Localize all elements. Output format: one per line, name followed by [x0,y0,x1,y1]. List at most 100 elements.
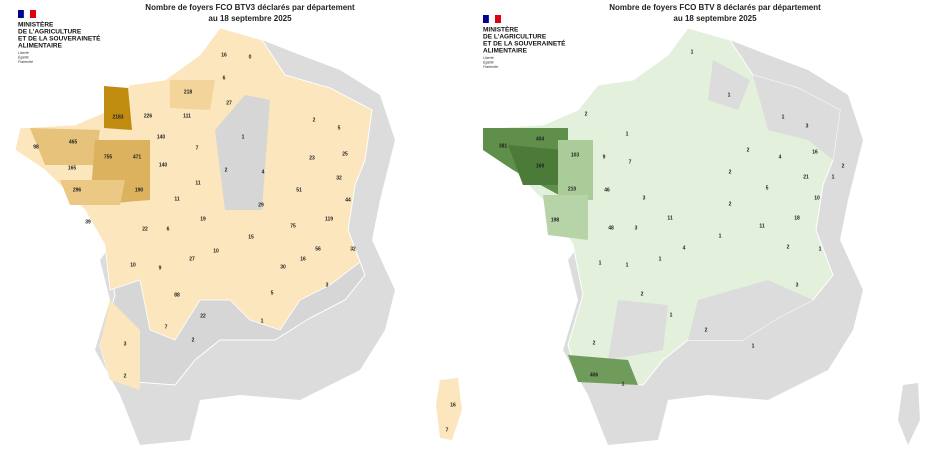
department-count: 4 [683,245,686,251]
department-count: 1 [261,318,264,324]
department-count: 1 [626,131,629,137]
map-title: au 18 septembre 2025 [673,14,757,23]
department-count: 3 [635,225,638,231]
department-count: 10 [213,248,219,254]
flag-white [23,9,31,19]
department-count: 755 [104,154,113,160]
department-count: 1 [752,343,755,349]
department-count: 406 [590,372,599,378]
department-count: 7 [196,145,199,151]
department-count: 2 [729,201,732,207]
department-count: 2 [729,169,732,175]
department-count: 198 [551,217,560,223]
department-count: 1 [626,262,629,268]
department-count: 32 [336,175,342,181]
flag-red [495,15,501,23]
logo-text: ET DE LA SOUVERAINETÉ [483,39,566,48]
department-count: 1 [782,114,785,120]
logo-motto: Liberté [483,56,494,60]
flag-blue [483,15,489,23]
department-count: 165 [68,165,77,171]
department-count: 10 [130,262,136,268]
department-count: 1 [691,49,694,55]
department-count: 471 [133,154,142,160]
department-count: 51 [296,187,302,193]
department-count: 1 [670,312,673,318]
department-count: 16 [450,402,456,408]
map-title: Nombre de foyers FCO BTV 8 déclarés par … [609,3,821,12]
logo-motto: Égalité [18,54,29,59]
department-count: 39 [85,219,91,225]
department-count: 2 [705,327,708,333]
department-count: 1 [728,92,731,98]
department-count: 226 [144,113,153,119]
department-count: 98 [33,144,39,150]
department-count: 25 [342,151,348,157]
department-count: 2 [787,244,790,250]
department-count: 9 [603,154,606,160]
department-count: 2 [747,147,750,153]
department-count: 2 [225,167,228,173]
department-count: 3 [124,341,127,347]
department-count: 0 [249,54,252,60]
department-count: 119 [325,216,333,222]
department-count: 23 [309,155,315,161]
department-count: 4 [779,154,782,160]
department-count: 103 [571,152,580,158]
department-count: 56 [315,246,321,252]
department-count: 16 [221,52,227,58]
department-count: 75 [290,223,296,229]
map-left [14,27,462,445]
department-count: 1 [819,246,822,252]
department-count: 3 [796,282,799,288]
department-count: 1 [659,256,662,262]
department-count: 6 [167,226,170,232]
logo-text: ALIMENTAIRE [18,43,63,50]
department-count: 2 [192,337,195,343]
department-count: 2 [313,117,316,123]
department-count: 22 [142,226,148,232]
department-count: 7 [446,427,449,433]
department-count: 1 [719,233,722,239]
logo-text: MINISTÈRE [483,25,519,34]
logo-text: MINISTÈRE [18,20,54,29]
department-count: 27 [226,100,232,106]
logo-text: DE L'AGRICULTURE [483,34,547,41]
department-count: 30 [280,264,286,270]
map-right [482,27,920,445]
department-count: 140 [157,134,166,140]
department-count: 19 [200,216,206,222]
flag-white [488,14,496,24]
department-count: 3 [806,123,809,129]
department-count: 210 [568,186,577,192]
department-count: 4 [262,169,265,175]
department-count: 140 [159,162,168,168]
logo-motto: Fraternité [483,65,498,69]
department-count: 1 [599,260,602,266]
department-count: 18 [794,215,800,221]
department-count: 3 [643,195,646,201]
department-count: 2 [124,373,127,379]
department-count: 465 [69,139,78,145]
department-count: 3 [326,282,329,288]
flag-red [30,10,36,18]
corsica [898,383,920,445]
department-count: 46 [604,187,610,193]
department-count: 296 [73,187,82,193]
department-count: 1 [622,381,625,387]
department-count: 2183 [112,114,123,120]
department-count: 6 [223,75,226,81]
department-count: 44 [345,197,351,203]
department-count: 22 [200,313,206,319]
corsica [436,378,462,440]
department-count: 11 [759,223,765,229]
department-count: 2 [641,291,644,297]
logo-motto: Fraternité [18,60,33,64]
department-count: 2 [842,163,845,169]
department-count: 10 [814,195,820,201]
department-count: 1 [832,174,835,180]
flag-blue [18,10,24,18]
department-count: 16 [300,256,306,262]
logo-text: DE L'AGRICULTURE [18,29,82,36]
